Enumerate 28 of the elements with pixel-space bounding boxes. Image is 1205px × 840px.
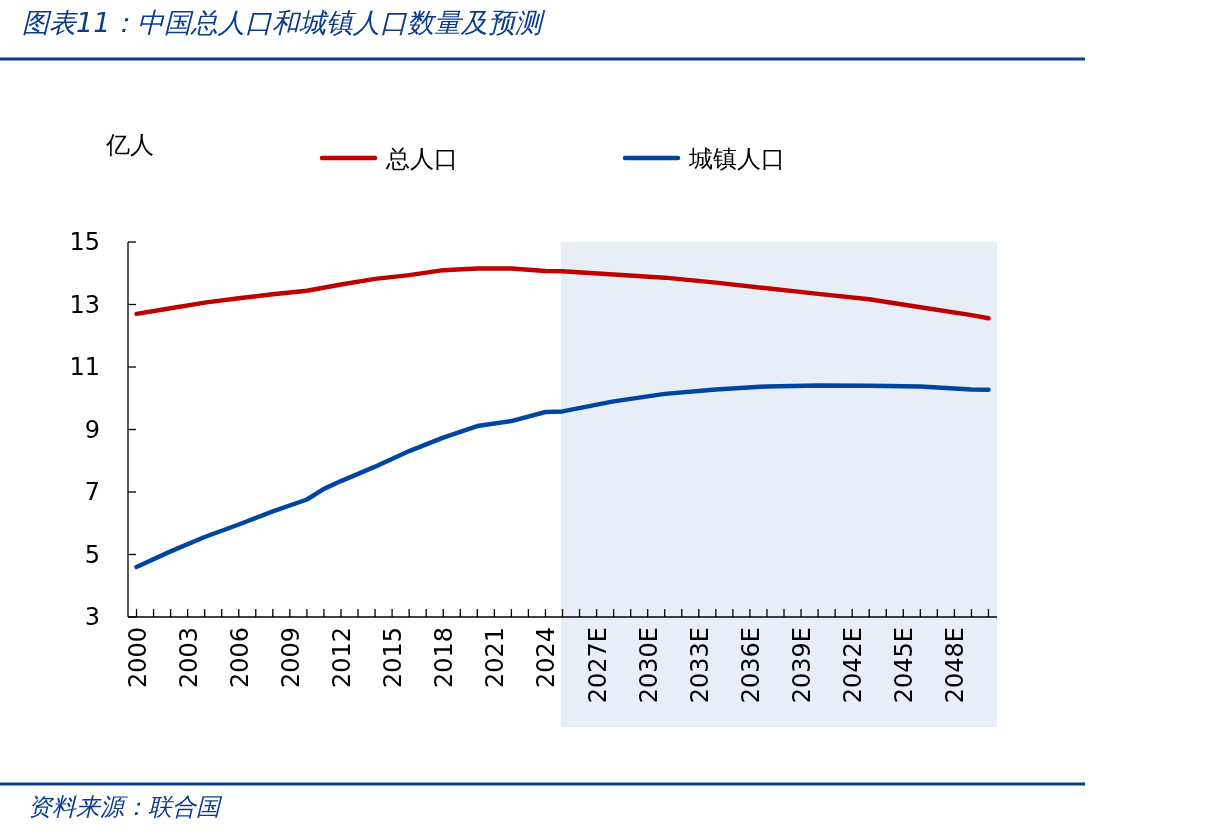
legend-label: 城镇人口 — [688, 145, 785, 173]
x-tick-label: 2045E — [890, 627, 919, 704]
x-tick-label: 2000 — [123, 627, 152, 689]
x-tick-label: 2012 — [327, 627, 356, 689]
annotation: 资料来源：联合国 — [28, 793, 220, 821]
x-tick-label: 2048E — [941, 627, 970, 704]
x-tick-label: 2033E — [685, 627, 714, 704]
x-tick-label: 2021 — [481, 627, 510, 689]
y-tick-label: 15 — [69, 228, 100, 256]
y-tick-label: 7 — [84, 478, 100, 506]
x-tick-label: 2024 — [532, 627, 561, 689]
y-tick-label: 5 — [84, 540, 100, 569]
y-tick-label: 9 — [84, 415, 100, 444]
y-tick-label: 13 — [69, 290, 100, 319]
x-tick-label: 2006 — [225, 627, 254, 689]
x-tick-label: 2009 — [276, 627, 305, 689]
x-tick-label: 2036E — [736, 627, 765, 704]
ylabel: 亿人 — [106, 131, 154, 159]
x-tick-label: 2030E — [634, 627, 663, 704]
x-tick-label: 2018 — [430, 627, 459, 689]
x-tick-label: 2015 — [379, 627, 408, 689]
y-tick-label: 11 — [69, 353, 100, 381]
x-tick-label: 2042E — [839, 627, 868, 704]
legend-label: 总人口 — [385, 145, 458, 173]
x-tick-label: 2039E — [788, 627, 817, 704]
x-tick-label: 2003 — [174, 627, 203, 689]
x-tick-label: 2027E — [583, 627, 612, 704]
y-tick-label: 3 — [84, 603, 100, 631]
